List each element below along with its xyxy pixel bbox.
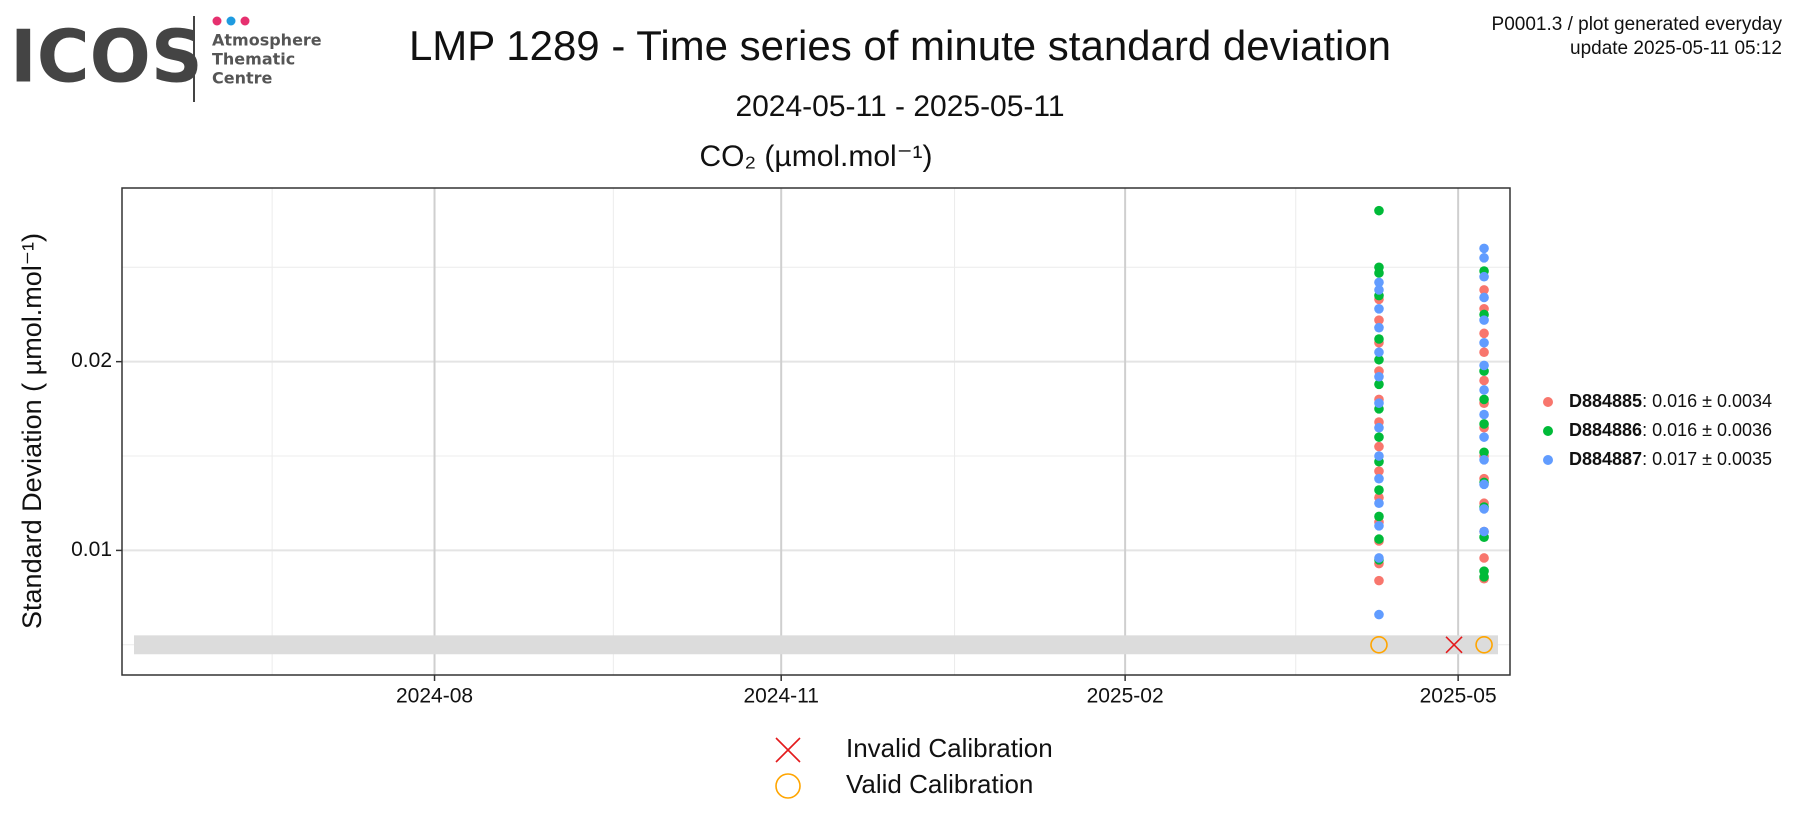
point (1374, 379, 1384, 390)
point (1479, 504, 1489, 514)
point (1374, 347, 1384, 358)
point (1374, 609, 1384, 620)
point (1374, 441, 1384, 452)
point (1479, 394, 1489, 405)
legend-name: D884887 (1569, 449, 1642, 469)
point (1374, 322, 1384, 333)
logo-dot (212, 16, 222, 26)
point (1374, 485, 1384, 495)
point (1374, 285, 1384, 295)
x-tick-label: 2025-02 (1087, 685, 1164, 708)
point (1479, 375, 1489, 386)
y-tick-label: 0.01 (71, 538, 112, 561)
legend-swatch (775, 773, 801, 799)
point (1479, 566, 1489, 576)
point (1374, 534, 1384, 544)
legend-label: Valid Calibration (846, 769, 1033, 799)
point (1374, 473, 1384, 484)
logo-text: Atmosphere (212, 31, 322, 50)
point (1374, 262, 1384, 273)
legend-label: D884886: 0.016 ± 0.0036 (1569, 420, 1772, 440)
legend-name: D884885 (1569, 391, 1642, 411)
legend-swatch (1543, 426, 1553, 436)
point (1479, 292, 1489, 303)
calibration-marker (1445, 636, 1463, 654)
logo-name: ICOS (10, 15, 203, 99)
point (1479, 328, 1489, 339)
legend-swatch (1543, 455, 1553, 465)
point (1374, 451, 1384, 461)
calibration-marker (1475, 635, 1493, 654)
point (1374, 553, 1384, 563)
chart-subtitle: 2024-05-11 - 2025-05-11 (735, 90, 1064, 123)
point (1374, 334, 1384, 344)
point (1374, 205, 1384, 216)
legend-swatch (775, 737, 801, 763)
legend-summary: : 0.017 ± 0.0035 (1642, 449, 1772, 469)
x-tick-label: 2024-11 (743, 685, 819, 708)
point (1479, 385, 1489, 395)
legend-summary: : 0.016 ± 0.0036 (1642, 420, 1772, 440)
point (1374, 432, 1384, 442)
point (1479, 553, 1489, 563)
x-tick-label: 2024-08 (396, 685, 473, 708)
legend-label: Invalid Calibration (846, 733, 1053, 763)
point (1374, 466, 1384, 476)
point (1479, 243, 1489, 254)
point (1479, 285, 1489, 295)
point (1374, 511, 1384, 522)
point (1374, 521, 1384, 531)
point (1479, 271, 1489, 282)
panel-border (121, 187, 1511, 676)
calibration-marker (1370, 635, 1388, 654)
point (1374, 498, 1384, 509)
point (1374, 277, 1384, 288)
point (1374, 398, 1384, 408)
point (1374, 422, 1384, 433)
point (1479, 253, 1489, 263)
chart-title: LMP 1289 - Time series of minute standar… (409, 22, 1391, 69)
point (1479, 315, 1489, 325)
point (1479, 455, 1489, 465)
calibration-band (134, 635, 1498, 655)
point (1374, 575, 1384, 586)
point (1479, 479, 1489, 490)
point (1374, 304, 1384, 314)
info-text: P0001.3 / plot generated everyday (1492, 14, 1783, 35)
point (1374, 354, 1384, 365)
legend-name: D884886 (1569, 420, 1642, 440)
logo-dot (226, 16, 236, 26)
x-tick-label: 2025-05 (1420, 685, 1497, 708)
legend-swatch (1543, 397, 1553, 407)
y-tick-label: 0.02 (71, 349, 112, 372)
point (1479, 526, 1489, 537)
panel-title: CO₂ (µmol.mol⁻¹) (699, 140, 932, 173)
point (1479, 447, 1489, 458)
point (1479, 337, 1489, 348)
legend-label: D884885: 0.016 ± 0.0034 (1569, 391, 1772, 411)
legend-label: D884887: 0.017 ± 0.0035 (1569, 449, 1772, 469)
logo-dot (240, 16, 250, 26)
point (1479, 419, 1489, 429)
legend-summary: : 0.016 ± 0.0034 (1642, 391, 1772, 411)
point (1479, 347, 1489, 358)
point (1374, 315, 1384, 325)
point (1479, 409, 1489, 420)
point (1479, 360, 1489, 371)
logo-text: Centre (212, 69, 273, 88)
point (1479, 432, 1489, 442)
info-text: update 2025-05-11 05:12 (1570, 38, 1782, 59)
y-axis-label: Standard Deviation ( µmol.mol⁻¹) (17, 233, 47, 629)
logo-text: Thematic (212, 50, 295, 69)
point (1374, 371, 1384, 382)
